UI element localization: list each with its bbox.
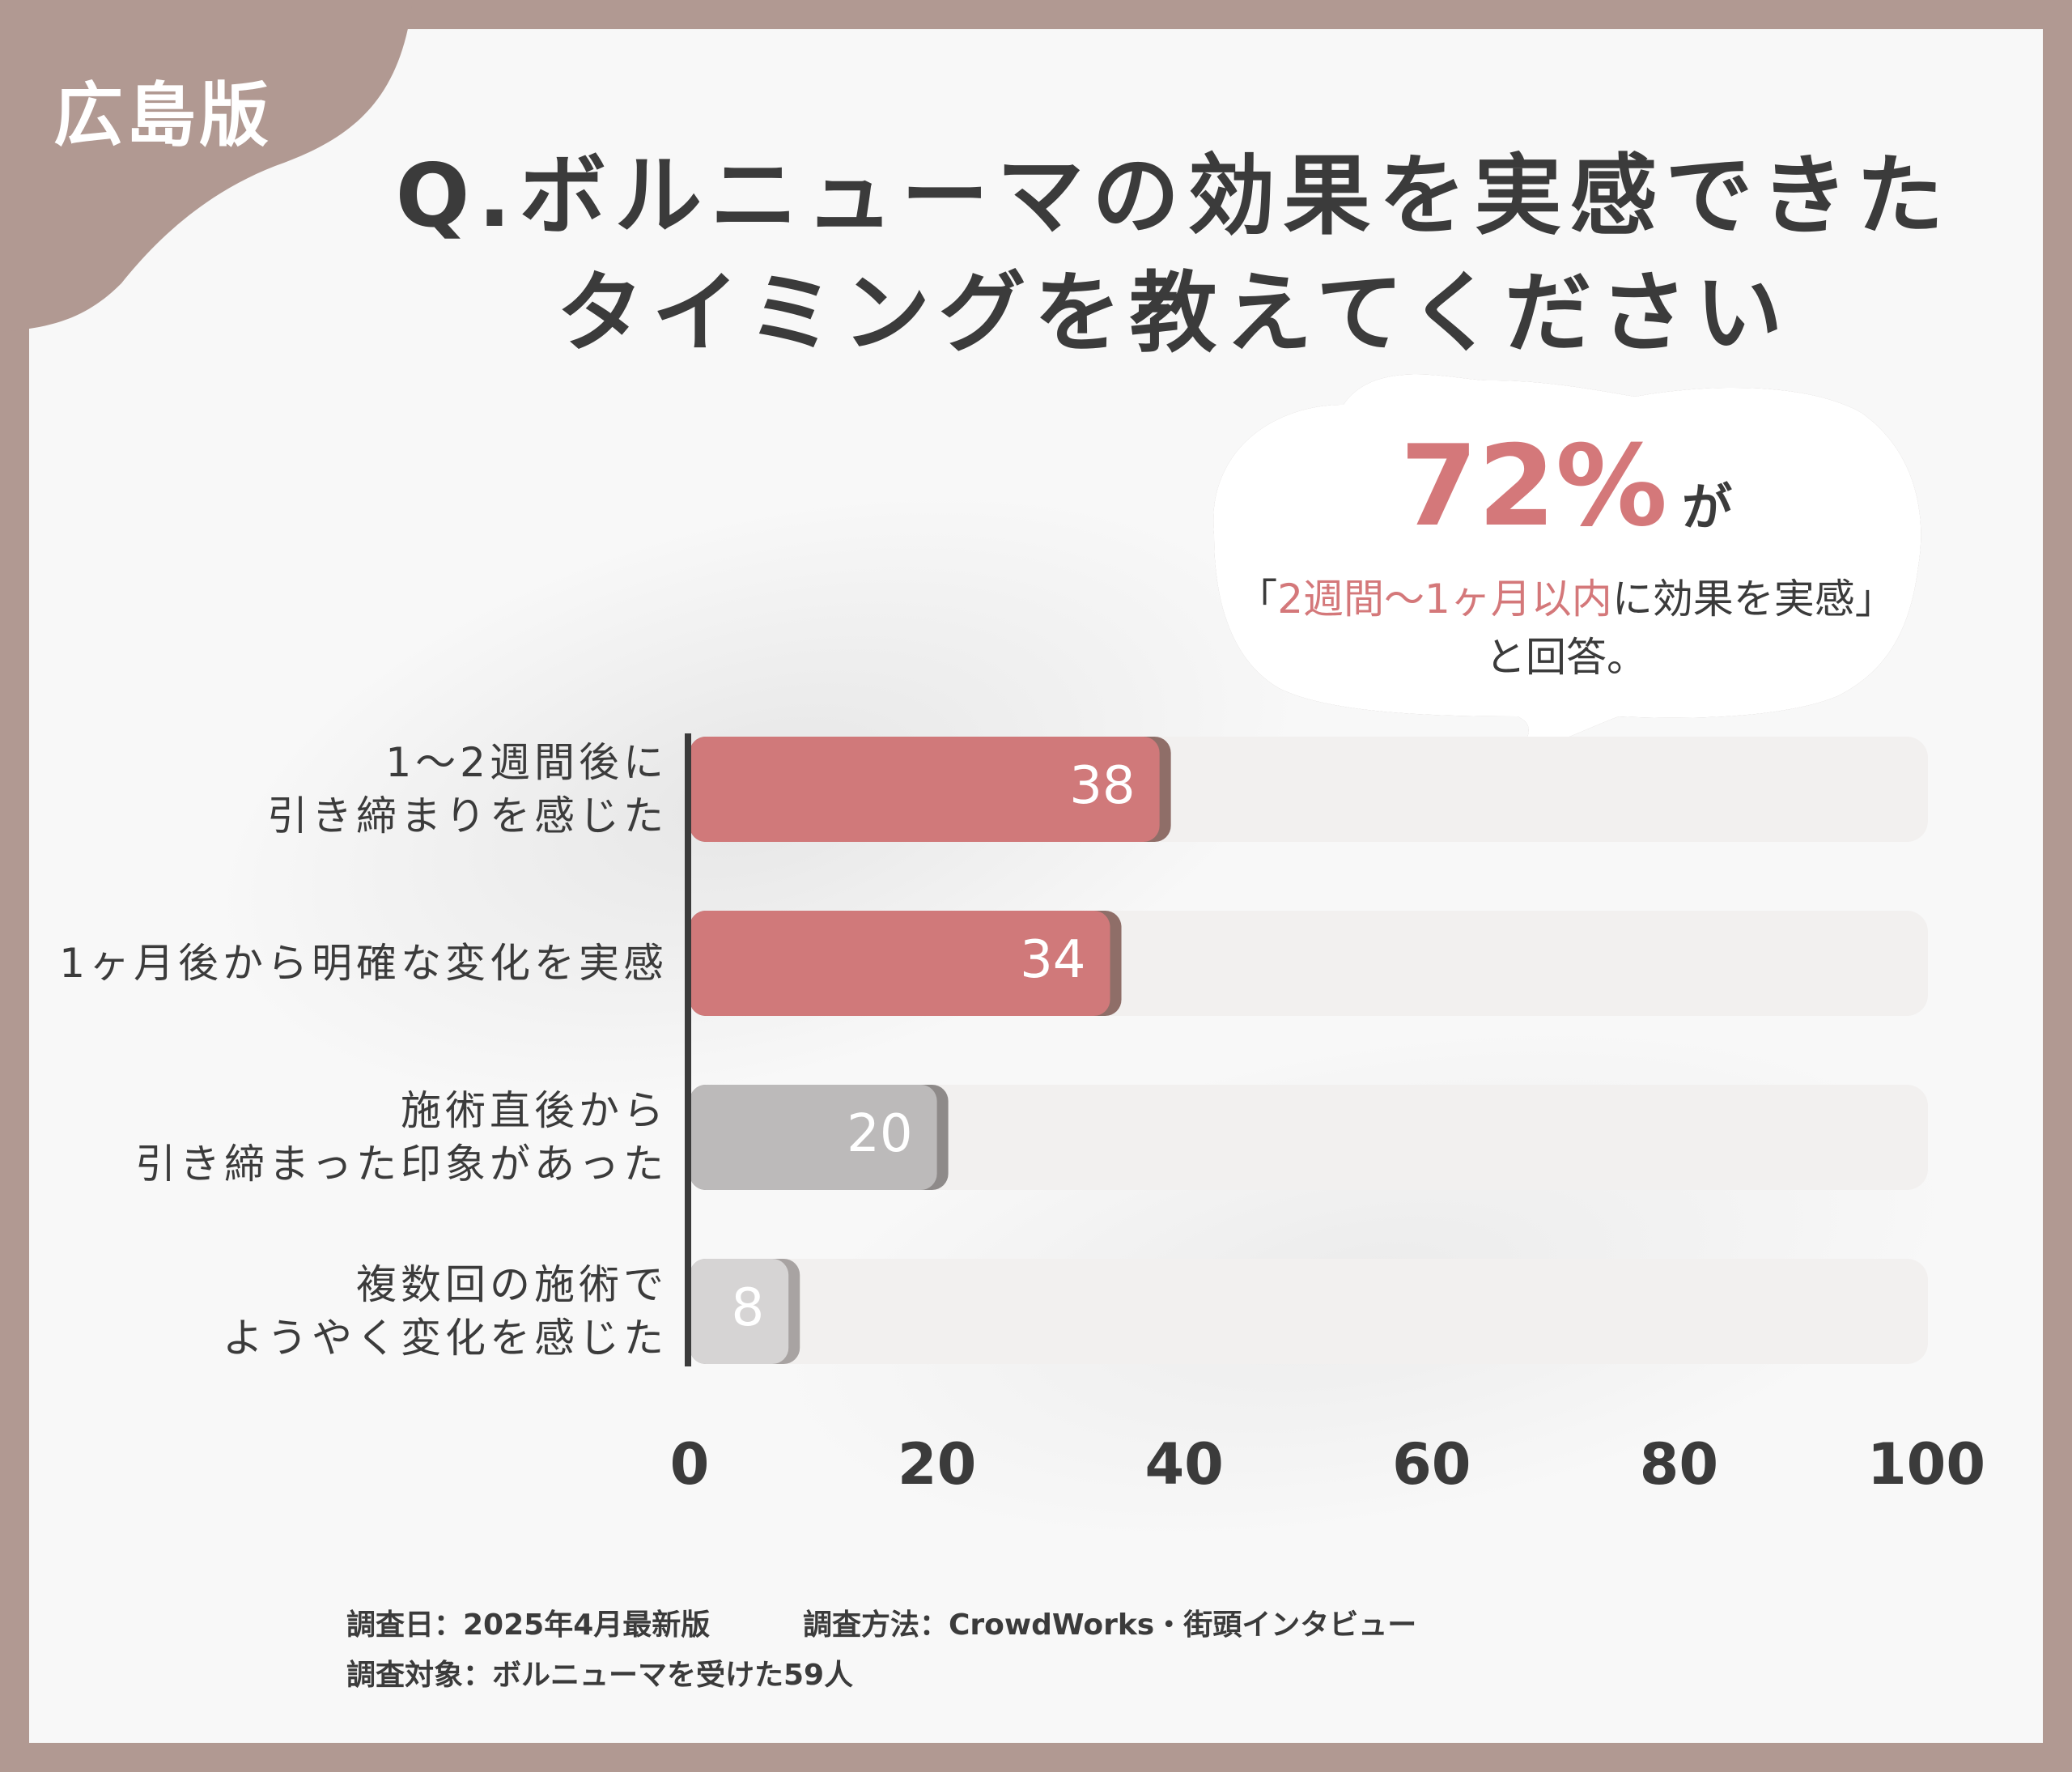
footer-survey-subject: 調査対象：ボルニューマを受けた59人 xyxy=(346,1659,854,1692)
chart-title-line-2: タイミングを教えてください xyxy=(556,263,1791,364)
category-label-line: 施術直後から xyxy=(401,1087,668,1134)
category-label-line: 1ヶ月後から明確な変化を実感 xyxy=(59,940,668,987)
callout-line-2: 「2週間〜1ヶ月以内に効果を実感」 xyxy=(1210,567,1922,625)
region-badge-label: 広島版 xyxy=(53,75,272,156)
bar-plot xyxy=(685,733,1928,1366)
callout-percent: 72% xyxy=(1399,421,1668,551)
x-tick-label: 100 xyxy=(1866,1431,1986,1498)
bar-value-label: 8 xyxy=(731,1278,765,1338)
callout-open-bracket: 「 xyxy=(1237,576,1278,623)
callout-highlight: 2週間〜1ヶ月以内 xyxy=(1277,576,1612,623)
callout-rest: に効果を実感」 xyxy=(1611,576,1896,623)
bar xyxy=(690,1259,789,1364)
footer-survey-method: 調査方法：CrowdWorks・街頭インタビュー xyxy=(803,1608,1417,1642)
footer-survey-date: 調査日：2025年4月最新版 xyxy=(346,1608,711,1642)
category-label: 1ヶ月後から明確な変化を実感 xyxy=(59,937,668,990)
category-label-line: 複数回の施術で xyxy=(356,1261,668,1308)
card-background xyxy=(29,29,2043,1743)
bar-track xyxy=(690,1085,1928,1190)
x-tick-label: 20 xyxy=(897,1431,977,1498)
bar xyxy=(690,911,1110,1016)
category-label: 1〜2週間後に引き締まりを感じた xyxy=(267,736,668,843)
x-tick-label: 80 xyxy=(1639,1431,1719,1498)
category-label-line: ようやく変化を感じた xyxy=(223,1315,668,1362)
bar-value-label: 34 xyxy=(1020,930,1086,990)
category-label-line: 引き締まった印象があった xyxy=(135,1141,668,1188)
category-label-line: 引き締まりを感じた xyxy=(267,793,668,839)
callout-line-3: と回答。 xyxy=(1485,634,1647,681)
y-axis-line xyxy=(685,733,691,1366)
bar-value-label: 38 xyxy=(1069,756,1136,816)
x-tick-label: 60 xyxy=(1392,1431,1471,1498)
region-badge-shape xyxy=(0,0,413,332)
x-tick-label: 0 xyxy=(669,1431,710,1498)
category-label: 施術直後から引き締まった印象があった xyxy=(135,1084,668,1191)
chart-title-line-1: Q.ボルニューマの効果を実感できた xyxy=(395,146,1952,247)
callout-suffix: が xyxy=(1682,478,1733,537)
callout-headline: 72% が xyxy=(1210,421,1922,551)
x-tick-label: 40 xyxy=(1144,1431,1224,1498)
bar xyxy=(690,1085,937,1190)
bar-value-label: 20 xyxy=(847,1104,913,1164)
category-label: 複数回の施術でようやく変化を感じた xyxy=(223,1258,668,1365)
bar xyxy=(690,737,1160,842)
category-label-line: 1〜2週間後に xyxy=(385,739,668,786)
bar-track xyxy=(690,1259,1928,1364)
callout-bubble xyxy=(1213,374,1921,753)
